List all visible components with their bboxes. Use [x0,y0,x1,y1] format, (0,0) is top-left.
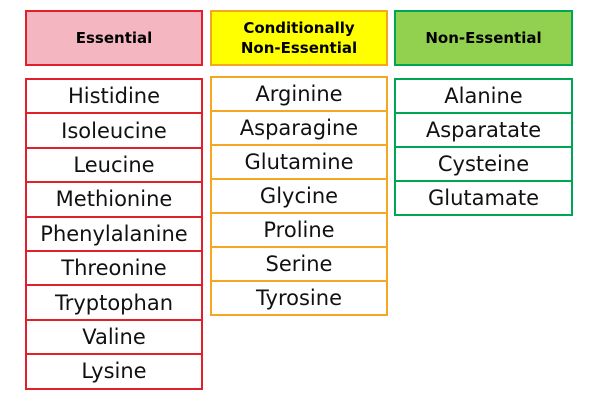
list-item: Lysine [25,353,203,390]
list-item: Histidine [25,78,203,115]
list-item: Glycine [210,178,388,214]
list-item: Alanine [394,78,573,114]
header-text: Essential [75,29,153,47]
list-item: Serine [210,246,388,282]
list-item: Glutamate [394,180,573,216]
list-item: Arginine [210,76,388,112]
list-item: Proline [210,212,388,248]
list-item: Methionine [25,181,203,218]
column-header: Conditionally Non-Essential [210,10,388,66]
column-header: Essential [25,10,203,66]
list-item: Asparatate [394,112,573,148]
list-item: Asparagine [210,110,388,146]
header-text: Non-Essential [425,29,542,47]
list-item: Threonine [25,250,203,287]
header-text: Conditionally [243,19,355,37]
header-text: Non-Essential [240,39,358,57]
list-item: Glutamine [210,144,388,180]
list-item: Valine [25,318,203,356]
column-header: Non-Essential [394,10,573,66]
list-item: Phenylalanine [25,215,203,252]
list-item: Tryptophan [25,284,203,321]
list-item: Cysteine [394,146,573,182]
list-item: Leucine [25,146,203,184]
list-item: Isoleucine [25,112,203,149]
list-item: Tyrosine [210,280,388,316]
